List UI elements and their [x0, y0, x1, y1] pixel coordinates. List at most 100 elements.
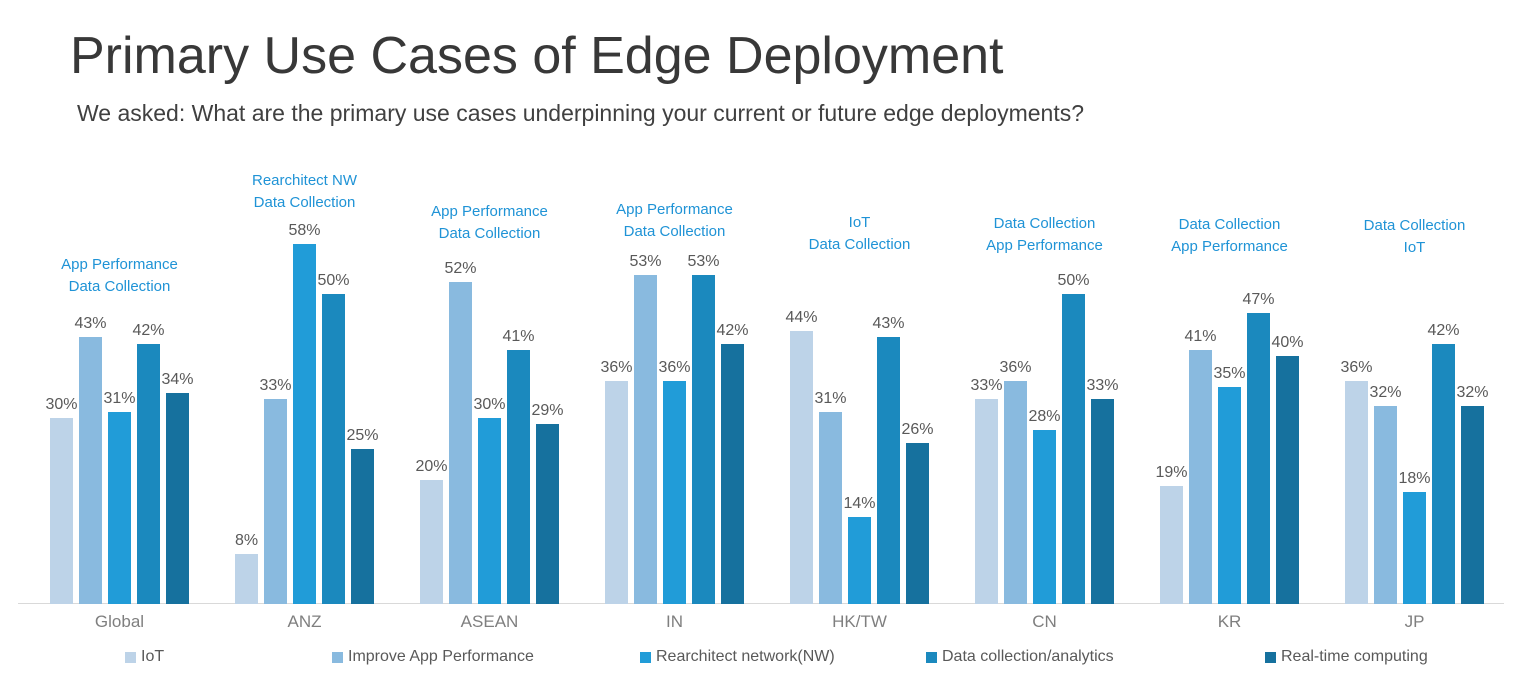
bar-value-label: 33% — [970, 377, 1003, 394]
slide-title: Primary Use Cases of Edge Deployment — [70, 27, 1004, 85]
bar — [478, 418, 501, 604]
bar — [449, 282, 472, 604]
group-annotation: Data Collection App Performance — [1171, 214, 1288, 258]
group-annotation-line: Data Collection — [1178, 216, 1281, 233]
group-annotation-line: Rearchitect NW — [251, 172, 358, 189]
bar-value-label: 8% — [234, 532, 259, 549]
legend-item: Data collection/analytics — [926, 648, 1114, 666]
bar-value-label: 30% — [45, 396, 78, 413]
bar — [1403, 492, 1426, 604]
bar-value-label: 29% — [531, 402, 564, 419]
group-annotation-line: App Performance — [431, 203, 548, 220]
group-annotation-line: App Performance — [1171, 238, 1288, 255]
slide-subtitle: We asked: What are the primary use cases… — [77, 100, 1085, 126]
bar — [1432, 344, 1455, 604]
legend-label: IoT — [141, 648, 165, 665]
bar — [166, 393, 189, 604]
bar — [605, 381, 628, 604]
legend-label: Data collection/analytics — [942, 648, 1114, 665]
bar — [663, 381, 686, 604]
legend-item: Rearchitect network(NW) — [640, 648, 835, 666]
bar — [137, 344, 160, 604]
bar — [1004, 381, 1027, 604]
group-annotation-line: Data Collection — [68, 278, 171, 295]
bar-value-label: 53% — [687, 253, 720, 270]
bar — [1345, 381, 1368, 604]
bar-value-label: 31% — [814, 390, 847, 407]
bar-value-label: 31% — [103, 390, 136, 407]
bar — [1247, 313, 1270, 604]
bar — [235, 554, 258, 604]
bar-value-label: 50% — [317, 272, 350, 289]
bar-value-label: 33% — [259, 377, 292, 394]
bar — [108, 412, 131, 604]
group-annotation: App Performance Data Collection — [61, 254, 178, 298]
category-label: ANZ — [287, 612, 322, 631]
legend-swatch — [125, 651, 136, 663]
bar — [1062, 294, 1085, 604]
bar — [848, 517, 871, 604]
group-annotation-line: Data Collection — [1363, 217, 1466, 234]
legend-swatch — [332, 651, 343, 663]
group-annotation-line: App Performance — [986, 237, 1103, 254]
bar-value-label: 41% — [502, 328, 535, 345]
category-label: KR — [1217, 612, 1242, 631]
bar-value-label: 36% — [658, 359, 691, 376]
bar — [1276, 356, 1299, 604]
group-annotation-line: IoT — [1403, 239, 1426, 256]
bar-value-label: 34% — [161, 371, 194, 388]
group-annotation-line: Data Collection — [438, 225, 541, 242]
group-annotation: IoT Data Collection — [809, 212, 911, 256]
bar — [906, 443, 929, 604]
group-annotation: Rearchitect NW Data Collection — [252, 170, 357, 214]
bar-value-label: 25% — [346, 427, 379, 444]
legend-label: Real-time computing — [1281, 648, 1428, 665]
bar — [1374, 406, 1397, 604]
legend-label: Rearchitect network(NW) — [656, 648, 835, 665]
x-axis-line — [18, 603, 1504, 604]
legend-item: Real-time computing — [1265, 648, 1428, 666]
bar-value-label: 36% — [600, 359, 633, 376]
bar-value-label: 19% — [1155, 464, 1188, 481]
bar — [79, 337, 102, 604]
bar-value-label: 36% — [999, 359, 1032, 376]
bar-value-label: 47% — [1242, 291, 1275, 308]
bar — [692, 275, 715, 604]
bar-value-label: 36% — [1340, 359, 1373, 376]
bar-value-label: 58% — [288, 222, 321, 239]
group-annotation-line: Data Collection — [623, 223, 726, 240]
bar — [790, 331, 813, 604]
bar-value-label: 35% — [1213, 365, 1246, 382]
group-annotation-line: Data Collection — [808, 236, 911, 253]
bar — [1461, 406, 1484, 604]
category-label: HK/TW — [832, 612, 887, 631]
category-label: JP — [1404, 612, 1425, 631]
bar — [50, 418, 73, 604]
bar — [1189, 350, 1212, 604]
bar — [634, 275, 657, 604]
bar — [1218, 387, 1241, 604]
bar-value-label: 43% — [74, 315, 107, 332]
bar-value-label: 20% — [415, 458, 448, 475]
bar-value-label: 30% — [473, 396, 506, 413]
legend-swatch — [926, 651, 937, 663]
category-label: ASEAN — [460, 612, 519, 631]
bar — [1160, 486, 1183, 604]
bar-value-label: 40% — [1271, 334, 1304, 351]
legend-label: Improve App Performance — [348, 648, 534, 665]
bar-value-label: 42% — [1427, 322, 1460, 339]
bar-value-label: 32% — [1456, 384, 1489, 401]
bar — [322, 294, 345, 604]
bar-value-label: 14% — [843, 495, 876, 512]
bar — [351, 449, 374, 604]
bar — [975, 399, 998, 604]
group-annotation: Data Collection App Performance — [986, 213, 1103, 257]
bar-value-label: 42% — [132, 322, 165, 339]
legend-swatch — [640, 651, 651, 663]
bar-value-label: 26% — [901, 421, 934, 438]
bar-value-label: 53% — [629, 253, 662, 270]
group-annotation-line: App Performance — [61, 256, 178, 273]
group-annotation-line: App Performance — [616, 201, 733, 218]
